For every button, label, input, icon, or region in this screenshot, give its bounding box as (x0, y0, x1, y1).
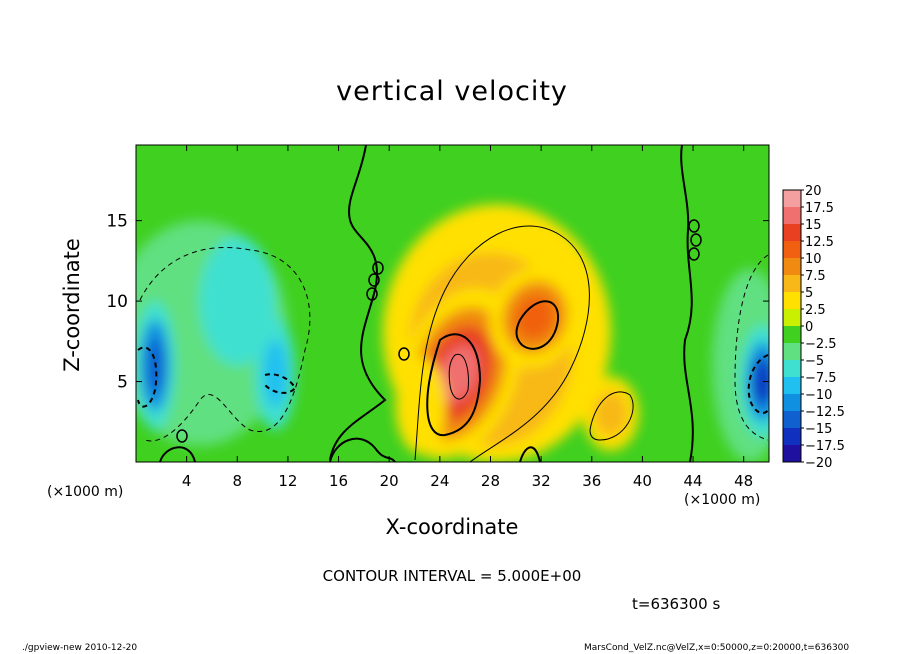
x-unit-label-left: (×1000 m) (47, 484, 124, 500)
contour-loop-7 (176, 429, 188, 443)
x-axis-label: X-coordinate (385, 515, 519, 539)
x-tick-label: 44 (683, 472, 702, 490)
x-tick-label: 12 (278, 472, 297, 490)
footer-right: MarsCond_VelZ.nc@VelZ,x=0:50000,z=0:2000… (584, 643, 850, 653)
contour-bottom-wave (159, 437, 541, 462)
contour-5-outer (414, 225, 590, 462)
heatmap-field (136, 204, 769, 462)
colorbar-label: 0 (805, 320, 813, 335)
colorbar-label: −10 (805, 388, 832, 403)
contour-10-right (515, 300, 560, 350)
colorbar-swatch (783, 224, 801, 242)
colorbar-label: −15 (805, 422, 832, 437)
field-blob-7-0 (199, 236, 276, 366)
colorbar-swatch (783, 360, 801, 378)
colorbar-label: 2.5 (805, 303, 826, 318)
plot-frame (135, 144, 770, 463)
y-tick-label: 15 (106, 212, 128, 232)
colorbar-swatch (783, 241, 801, 259)
footer-left: ./gpview-new 2010-12-20 (22, 643, 138, 653)
colorbar: 20 17.5 15 12.5 10 7.5 5 2.5 0 −2.5 −5 −7.5 −10 −12.5… (782, 184, 845, 471)
x-tick-label: 24 (430, 472, 449, 490)
colorbar-label: 10 (805, 252, 822, 267)
contour-loop-5 (688, 247, 700, 261)
x-tick-label: 20 (380, 472, 399, 490)
field-blob-2-1 (594, 391, 628, 436)
contour-loop-2 (366, 287, 378, 301)
colorbar-label: −7.5 (805, 371, 837, 386)
colorbar-swatch (783, 326, 801, 344)
colorbar-swatch (783, 292, 801, 310)
x-tick-label: 32 (532, 472, 551, 490)
colorbar-swatch (783, 411, 801, 429)
colorbar-swatch (783, 343, 801, 361)
colorbar-swatch (783, 309, 801, 327)
x-tick-label: 28 (481, 472, 500, 490)
y-tick-label: 10 (106, 292, 128, 312)
contour-neg10-right (747, 354, 769, 414)
colorbar-swatch (783, 258, 801, 276)
contour-loop-1 (368, 273, 380, 287)
colorbar-label: 20 (805, 184, 822, 199)
field-blob-5-2 (752, 357, 769, 406)
contour-10-left (426, 333, 482, 437)
x-tick-label: 4 (182, 472, 192, 490)
x-axis: 4 8 12 16 20 24 28 32 36 40 44 48 (182, 145, 753, 490)
contour-neg5-left (139, 246, 311, 442)
colorbar-label: −20 (805, 456, 832, 471)
contour-loop-0 (372, 261, 384, 275)
colorbar-swatch (783, 428, 801, 446)
colorbar-swatch (783, 207, 801, 225)
x-unit-label-right: (×1000 m) (684, 492, 761, 508)
x-tick-label: 16 (329, 472, 348, 490)
field-blob-1-2 (515, 295, 555, 339)
colorbar-label: 7.5 (805, 269, 826, 284)
colorbar-label: 17.5 (805, 201, 834, 216)
colorbar-label: −17.5 (805, 439, 845, 454)
contour-loop-3 (688, 219, 700, 233)
chart-title: vertical velocity (336, 76, 568, 107)
field-blob-0-3 (438, 345, 480, 402)
contour-neg10-left (137, 346, 158, 408)
x-tick-label: 48 (734, 472, 753, 490)
colorbar-label: 5 (805, 286, 813, 301)
time-label: t=636300 s (632, 595, 721, 613)
contour-neg5-small (264, 373, 297, 394)
y-tick-label: 5 (117, 373, 128, 393)
x-tick-label: 36 (582, 472, 601, 490)
colorbar-label: −5 (805, 354, 824, 369)
colorbar-swatch (783, 394, 801, 412)
x-tick-label: 8 (233, 472, 243, 490)
contour-loop-4 (690, 233, 702, 247)
contour-interval-note: CONTOUR INTERVAL = 5.000E+00 (322, 567, 582, 585)
colorbar-swatch (783, 190, 801, 208)
field-blob-6-1 (263, 339, 288, 408)
contour-loop-6 (398, 347, 410, 361)
colorbar-swatch (783, 445, 801, 463)
field-blob-3-0 (395, 357, 447, 454)
colorbar-swatch (783, 275, 801, 293)
y-axis: 5 10 15 (106, 212, 769, 393)
colorbar-label: −2.5 (805, 337, 837, 352)
colorbar-swatch (783, 377, 801, 395)
colorbar-label: 15 (805, 218, 822, 233)
x-tick-label: 40 (633, 472, 652, 490)
zero-contour-right (680, 145, 694, 462)
contour-5-lower (589, 391, 634, 441)
colorbar-label: 12.5 (805, 235, 834, 250)
colorbar-label: −12.5 (805, 405, 845, 420)
contour-15-left (448, 353, 469, 400)
contour-lines (137, 145, 769, 462)
